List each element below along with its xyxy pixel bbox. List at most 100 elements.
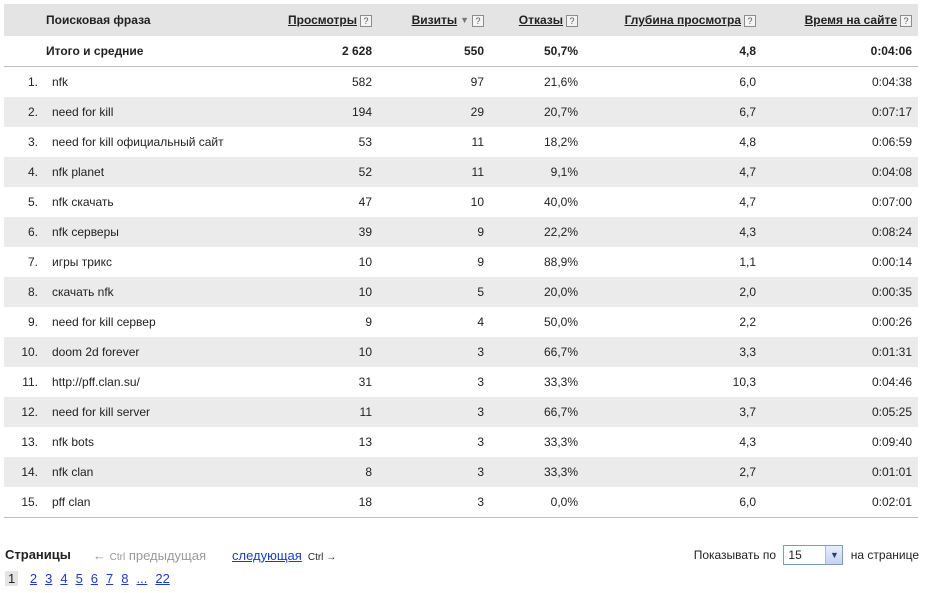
help-icon[interactable]: ? [744,14,757,27]
row-depth: 2,2 [584,307,763,337]
row-time: 0:02:01 [762,487,919,518]
row-index: 14. [4,457,38,487]
prev-page: ← Ctrl предыдущая [93,548,206,563]
row-visits: 3 [378,457,491,487]
row-index: 5. [4,187,38,217]
page-link[interactable]: 6 [90,571,99,586]
row-bounces: 33,3% [490,457,585,487]
next-arrow-icon: → [326,552,337,563]
page-link[interactable]: 2 [29,571,38,586]
row-bounces: 22,2% [490,217,585,247]
current-page: 1 [5,571,19,586]
row-visits: 9 [378,217,491,247]
row-depth: 4,7 [584,187,763,217]
row-bounces: 0,0% [490,487,585,518]
table-row: 13. nfk bots 13 3 33,3% 4,3 0:09:40 [4,427,919,457]
page-link[interactable]: 7 [106,571,114,586]
next-page[interactable]: следующая Ctrl → [232,548,336,563]
page-link[interactable]: 5 [75,571,83,586]
row-depth: 3,3 [584,337,763,367]
row-views: 10 [272,277,379,307]
row-visits: 11 [378,127,491,157]
row-phrase: doom 2d forever [38,337,273,367]
row-views: 52 [272,157,379,187]
page-link[interactable]: 3 [45,571,53,586]
row-index: 8. [4,277,38,307]
per-page-label: Показывать по [693,548,777,562]
row-bounces: 50,0% [490,307,585,337]
totals-label: Итого и средние [4,36,273,67]
sort-visits-link[interactable]: Визиты [411,13,458,27]
table-row: 1. nfk 582 97 21,6% 6,0 0:04:38 [4,66,919,97]
row-visits: 9 [378,247,491,277]
row-visits: 5 [378,277,491,307]
row-depth: 10,3 [584,367,763,397]
per-page-suffix: на странице [850,548,919,562]
table-row: 10. doom 2d forever 10 3 66,7% 3,3 0:01:31 [4,337,919,367]
sort-time-link[interactable]: Время на сайте [804,13,898,27]
page-link[interactable]: 4 [60,571,68,586]
row-index: 1. [4,66,38,97]
row-bounces: 66,7% [490,397,585,427]
sort-bounces-link[interactable]: Отказы [518,13,564,27]
row-time: 0:07:17 [762,97,919,127]
row-time: 0:00:35 [762,277,919,307]
row-phrase: need for kill сервер [38,307,273,337]
row-depth: 6,7 [584,97,763,127]
table-row: 14. nfk clan 8 3 33,3% 2,7 0:01:01 [4,457,919,487]
per-page-select[interactable]: 15 ▼ [783,545,844,565]
row-views: 194 [272,97,379,127]
page-link[interactable]: 8 [121,571,129,586]
col-visits-header[interactable]: Визиты ▼? [378,4,491,36]
row-phrase: nfk bots [38,427,273,457]
sort-depth-link[interactable]: Глубина просмотра [624,13,742,27]
row-time: 0:00:26 [762,307,919,337]
help-icon[interactable]: ? [566,14,579,27]
sort-views-link[interactable]: Просмотры [288,13,358,27]
row-time: 0:08:24 [762,217,919,247]
row-bounces: 20,7% [490,97,585,127]
row-views: 9 [272,307,379,337]
col-depth-header[interactable]: Глубина просмотра? [584,4,763,36]
per-page-value: 15 [788,548,802,562]
help-icon[interactable]: ? [360,14,373,27]
col-bounces-header[interactable]: Отказы? [490,4,585,36]
row-visits: 3 [378,337,491,367]
help-icon[interactable]: ? [900,14,913,27]
help-icon[interactable]: ? [472,14,485,27]
row-views: 11 [272,397,379,427]
row-phrase: nfk planet [38,157,273,187]
row-views: 47 [272,187,379,217]
next-ctrl-hint: Ctrl → [307,552,337,563]
row-time: 0:06:59 [762,127,919,157]
table-row: 8. скачать nfk 10 5 20,0% 2,0 0:00:35 [4,277,919,307]
col-views-header[interactable]: Просмотры? [272,4,379,36]
row-index: 6. [4,217,38,247]
chevron-down-icon[interactable]: ▼ [825,546,843,564]
page-link[interactable]: ... [136,571,148,586]
page-link[interactable]: 22 [155,571,170,586]
row-time: 0:01:31 [762,337,919,367]
total-views: 2 628 [272,36,379,67]
row-depth: 3,7 [584,397,763,427]
row-index: 13. [4,427,38,457]
row-time: 0:01:01 [762,457,919,487]
table-row: 6. nfk серверы 39 9 22,2% 4,3 0:08:24 [4,217,919,247]
row-bounces: 40,0% [490,187,585,217]
totals-row: Итого и средние 2 628 550 50,7% 4,8 0:04… [4,36,919,67]
next-page-link[interactable]: следующая [232,548,302,563]
row-time: 0:05:25 [762,397,919,427]
total-time: 0:04:06 [762,36,919,67]
row-depth: 2,0 [584,277,763,307]
col-time-header[interactable]: Время на сайте? [762,4,919,36]
row-visits: 29 [378,97,491,127]
row-phrase: nfk clan [38,457,273,487]
table-row: 9. need for kill сервер 9 4 50,0% 2,2 0:00:26 [4,307,919,337]
row-views: 53 [272,127,379,157]
row-bounces: 33,3% [490,367,585,397]
row-index: 7. [4,247,38,277]
row-depth: 6,0 [584,66,763,97]
per-page-control: Показывать по 15 ▼ на странице [694,545,919,565]
table-row: 2. need for kill 194 29 20,7% 6,7 0:07:17 [4,97,919,127]
